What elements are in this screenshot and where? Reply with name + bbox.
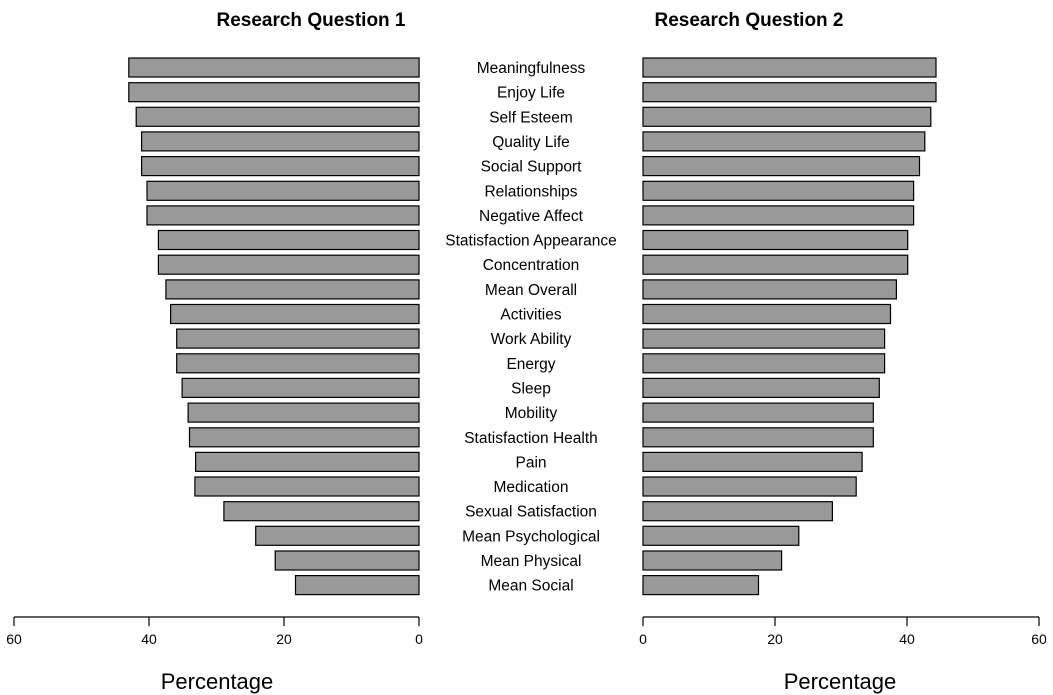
x-tick-label-research-question-1-40: 40 bbox=[141, 631, 157, 647]
x-tick-label-research-question-1-60: 60 bbox=[6, 631, 22, 647]
bar-research-question-1-statisfaction-health bbox=[188, 427, 420, 448]
bar-research-question-1-concentration bbox=[157, 254, 420, 275]
bar-research-question-1-mean-social bbox=[294, 574, 420, 596]
x-tick-label-research-question-2-0: 0 bbox=[639, 631, 647, 647]
category-label-self-esteem: Self Esteem bbox=[489, 109, 573, 126]
category-label-mean-psychological: Mean Psychological bbox=[462, 528, 600, 545]
x-tick-label-research-question-2-20: 20 bbox=[767, 631, 783, 647]
category-label-enjoy-life: Enjoy Life bbox=[497, 85, 565, 102]
bar-research-question-1-social-support bbox=[141, 156, 420, 177]
bar-research-question-1-mean-overall bbox=[165, 279, 420, 300]
bar-research-question-1-mean-physical bbox=[274, 550, 420, 571]
bar-research-question-1-relationships bbox=[146, 180, 420, 201]
x-tick-label-research-question-1-20: 20 bbox=[276, 631, 292, 647]
bar-research-question-1-pain bbox=[195, 451, 420, 472]
bar-research-question-1-sleep bbox=[181, 377, 420, 398]
bar-research-question-2-self-esteem bbox=[642, 106, 932, 127]
x-axis-title-research-question-2: Percentage bbox=[784, 669, 897, 694]
category-label-sexual-satisfaction: Sexual Satisfaction bbox=[465, 504, 597, 521]
bar-research-question-2-social-support bbox=[642, 156, 921, 177]
category-label-concentration: Concentration bbox=[483, 257, 580, 274]
category-label-mean-social: Mean Social bbox=[488, 578, 573, 595]
bar-research-question-1-medication bbox=[194, 476, 420, 497]
category-label-statisfaction-appearance: Statisfaction Appearance bbox=[445, 233, 616, 250]
category-label-statisfaction-health: Statisfaction Health bbox=[464, 430, 598, 447]
category-label-relationships: Relationships bbox=[484, 183, 577, 200]
panel-title-research-question-1: Research Question 1 bbox=[216, 10, 405, 31]
category-label-work-ability: Work Ability bbox=[491, 331, 572, 348]
bar-research-question-2-mobility bbox=[642, 402, 874, 423]
bar-research-question-1-mobility bbox=[187, 402, 420, 423]
bar-research-question-2-quality-life bbox=[642, 131, 926, 152]
bar-research-question-1-self-esteem bbox=[135, 106, 420, 127]
bar-research-question-2-work-ability bbox=[642, 328, 886, 349]
bar-research-question-2-meaningfulness bbox=[642, 57, 937, 78]
bar-research-question-1-negative-affect bbox=[146, 205, 420, 226]
x-axis-title-research-question-1: Percentage bbox=[161, 669, 274, 694]
category-label-mean-physical: Mean Physical bbox=[481, 553, 582, 570]
bar-research-question-1-statisfaction-appearance bbox=[157, 229, 420, 251]
bar-research-question-1-enjoy-life bbox=[128, 82, 420, 103]
x-tick-label-research-question-2-60: 60 bbox=[1031, 631, 1047, 647]
bar-research-question-2-sleep bbox=[642, 377, 880, 398]
panel-research-question-2: Research Question 2 0 20 40 60 Percentage bbox=[639, 10, 1047, 694]
category-label-meaningfulness: Meaningfulness bbox=[477, 60, 586, 77]
bar-research-question-2-medication bbox=[642, 476, 857, 497]
bar-research-question-2-pain bbox=[642, 451, 863, 472]
bar-research-question-2-activities bbox=[642, 303, 892, 325]
bar-research-question-2-statisfaction-appearance bbox=[642, 229, 909, 251]
panel-title-research-question-2: Research Question 2 bbox=[654, 10, 843, 31]
category-label-sleep: Sleep bbox=[511, 380, 551, 397]
bar-research-question-2-mean-psychological bbox=[642, 525, 800, 546]
category-label-activities: Activities bbox=[500, 307, 561, 324]
category-label-mean-overall: Mean Overall bbox=[485, 282, 577, 299]
x-axis-ticks-research-question-2: 0 20 40 60 bbox=[639, 617, 1047, 647]
x-tick-label-research-question-2-40: 40 bbox=[899, 631, 915, 647]
bar-research-question-2-statisfaction-health bbox=[642, 427, 874, 448]
bar-research-question-1-work-ability bbox=[176, 328, 420, 349]
category-label-mobility: Mobility bbox=[505, 405, 558, 422]
bar-research-question-1-energy bbox=[176, 353, 420, 374]
category-label-medication: Medication bbox=[494, 479, 569, 496]
bar-research-question-2-mean-physical bbox=[642, 550, 783, 571]
bars-research-question-1 bbox=[128, 57, 420, 596]
panel-research-question-1: Research Question 1 60 40 20 0 Percentage bbox=[6, 10, 423, 694]
x-tick-label-research-question-1-0: 0 bbox=[415, 631, 423, 647]
category-labels: Meaningfulness Enjoy Life Self Esteem Quali… bbox=[445, 60, 616, 595]
bar-research-question-2-mean-social bbox=[642, 574, 760, 596]
category-label-negative-affect: Negative Affect bbox=[479, 208, 584, 225]
x-axis-ticks-research-question-1: 60 40 20 0 bbox=[6, 617, 423, 647]
bar-research-question-2-concentration bbox=[642, 254, 909, 275]
category-label-energy: Energy bbox=[506, 356, 555, 373]
bar-research-question-2-negative-affect bbox=[642, 205, 915, 226]
category-label-social-support: Social Support bbox=[481, 159, 583, 176]
bars-research-question-2 bbox=[642, 57, 937, 596]
category-label-quality-life: Quality Life bbox=[492, 134, 570, 151]
bar-research-question-1-mean-psychological bbox=[255, 525, 420, 546]
bar-research-question-2-energy bbox=[642, 353, 886, 374]
category-label-pain: Pain bbox=[515, 454, 546, 471]
bar-research-question-2-sexual-satisfaction bbox=[642, 501, 833, 522]
bar-research-question-1-sexual-satisfaction bbox=[223, 501, 420, 522]
bar-research-question-2-relationships bbox=[642, 180, 915, 201]
bar-research-question-1-meaningfulness bbox=[128, 57, 420, 78]
bar-research-question-2-enjoy-life bbox=[642, 82, 937, 103]
bar-research-question-1-activities bbox=[170, 303, 420, 325]
bar-research-question-1-quality-life bbox=[141, 131, 420, 152]
bar-research-question-2-mean-overall bbox=[642, 279, 897, 300]
